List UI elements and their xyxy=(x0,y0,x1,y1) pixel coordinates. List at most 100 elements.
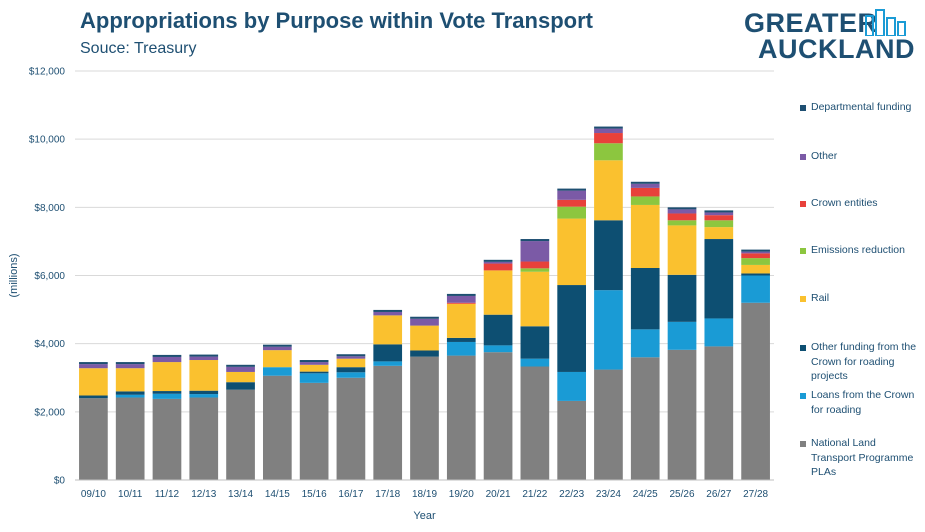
bar-segment xyxy=(79,364,108,369)
bar-segment xyxy=(557,188,587,191)
bar-segment xyxy=(667,321,697,350)
bar-segment xyxy=(557,199,587,207)
y-axis-ticks: $0 $2,000 $4,000 $6,000 $8,000 $10,000 $12,000 xyxy=(29,67,66,487)
bar-segment xyxy=(410,325,439,351)
bar-segment xyxy=(520,366,550,480)
y-tick-label: $12,000 xyxy=(29,67,66,78)
bar-segment xyxy=(446,302,476,304)
bar-segment xyxy=(483,263,513,271)
bar-segment xyxy=(115,394,145,398)
bar-segment xyxy=(262,367,292,376)
bar-segment xyxy=(189,360,219,391)
bar-segment xyxy=(226,366,255,372)
legend-label: Departmental funding xyxy=(811,101,912,113)
legend-swatch xyxy=(800,296,806,302)
bar-segment xyxy=(262,344,292,347)
bar-segment xyxy=(226,382,255,390)
bar-segment xyxy=(667,220,697,226)
bar-segment xyxy=(115,362,145,365)
bar-stacks xyxy=(79,126,770,480)
x-tick-label: 23/24 xyxy=(596,489,621,500)
bar-segment xyxy=(520,241,550,262)
bar-segment xyxy=(594,290,623,370)
bar-segment xyxy=(630,181,660,184)
bar-segment xyxy=(594,220,623,291)
bar-segment xyxy=(557,400,587,480)
legend-item: Loans from the Crown for roading xyxy=(800,388,922,417)
bar-segment xyxy=(483,259,513,262)
bar-segment xyxy=(189,394,219,398)
bar-segment xyxy=(630,268,660,330)
bar-segment xyxy=(557,285,587,372)
legend-label: Crown entities xyxy=(811,197,878,209)
bar-segment xyxy=(594,133,623,144)
bar-segment xyxy=(483,261,513,264)
bar-segment xyxy=(446,355,476,480)
bar-segment xyxy=(262,350,292,368)
bar-segment xyxy=(226,364,255,367)
bar-segment xyxy=(299,362,329,365)
bar-segment xyxy=(79,362,108,365)
legend-item: Crown entities xyxy=(800,196,922,211)
x-tick-label: 16/17 xyxy=(338,489,363,500)
x-tick-label: 09/10 xyxy=(81,489,106,500)
bar-segment xyxy=(594,143,623,161)
bar-segment xyxy=(704,210,734,213)
legend-item: Other xyxy=(800,149,922,164)
bar-segment xyxy=(520,261,550,269)
bar-segment xyxy=(557,371,587,401)
bar-segment xyxy=(189,354,219,357)
legend-label: Emissions reduction xyxy=(811,244,905,256)
bar-segment xyxy=(630,357,660,480)
legend-label: Other funding from the Crown for roading… xyxy=(811,341,917,382)
bar-segment xyxy=(373,309,403,312)
bar-segment xyxy=(336,367,366,373)
bar-segment xyxy=(483,352,513,480)
bar-segment xyxy=(446,295,476,303)
legend-item: Departmental funding xyxy=(800,100,922,115)
bar-segment xyxy=(226,371,255,383)
greater-auckland-logo: GREATER AUCKLAND xyxy=(742,6,915,64)
bar-segment xyxy=(299,364,329,372)
bar-segment xyxy=(630,183,660,188)
bar-segment xyxy=(79,398,108,480)
bar-segment xyxy=(373,361,403,366)
y-tick-label: $2,000 xyxy=(34,407,65,418)
x-axis-ticks: 09/10 10/11 11/12 12/13 13/14 14/15 15/16 16/17… xyxy=(81,489,769,500)
bar-segment xyxy=(410,350,439,357)
bar-segment xyxy=(373,311,403,316)
bar-segment xyxy=(520,268,550,272)
y-tick-label: $0 xyxy=(54,476,66,487)
bar-segment xyxy=(336,377,366,480)
bar-segment xyxy=(704,346,734,480)
bar-segment xyxy=(520,239,550,242)
bar-segment xyxy=(667,274,697,322)
bar-segment xyxy=(704,239,734,319)
bar-segment xyxy=(520,326,550,359)
bar-segment xyxy=(741,253,770,259)
y-tick-label: $10,000 xyxy=(29,135,66,146)
bar-segment xyxy=(373,344,403,362)
legend-item: Rail xyxy=(800,291,922,306)
x-tick-label: 27/28 xyxy=(743,489,768,500)
legend-swatch xyxy=(800,154,806,160)
logo-line-2: AUCKLAND xyxy=(758,34,915,64)
bar-segment xyxy=(557,218,587,286)
legend-swatch xyxy=(800,201,806,207)
bar-segment xyxy=(152,393,182,399)
bar-segment xyxy=(299,382,329,480)
bar-segment xyxy=(262,346,292,351)
bar-segment xyxy=(704,212,734,216)
bar-segment xyxy=(152,354,182,357)
skyline-icon xyxy=(865,9,906,36)
legend-item: National Land Transport Programme PLAs xyxy=(800,436,922,480)
legend-item: Other funding from the Crown for roading… xyxy=(800,340,922,384)
chart-title: Appropriations by Purpose within Vote Tr… xyxy=(80,8,593,33)
bar-segment xyxy=(483,314,513,346)
bar-segment xyxy=(79,395,108,399)
bar-segment xyxy=(152,391,182,394)
bar-segment xyxy=(557,190,587,200)
bar-segment xyxy=(704,318,734,347)
bar-segment xyxy=(741,264,770,274)
